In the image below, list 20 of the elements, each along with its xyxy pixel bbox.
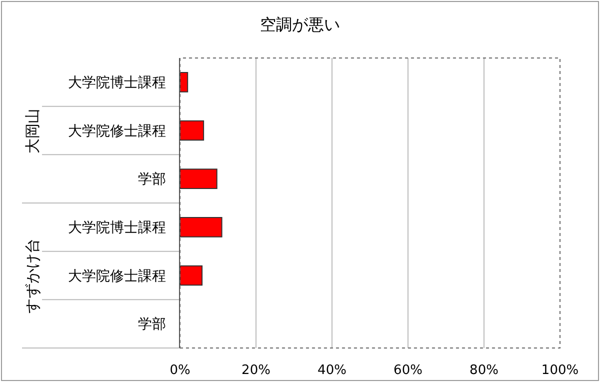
bar	[180, 120, 204, 141]
y-tick-label: 大学院修士課程	[68, 268, 166, 284]
y-tick-label: 学部	[138, 172, 166, 188]
bar	[180, 168, 218, 189]
x-tick-label: 20%	[242, 363, 270, 378]
bar	[180, 265, 203, 286]
x-tick-label: 40%	[318, 363, 346, 378]
y-tick-label: 大学院博士課程	[68, 75, 166, 92]
x-tick-label: 60%	[394, 363, 422, 378]
chart-title: 空調が悪い	[260, 15, 340, 34]
text: 大岡山	[23, 108, 42, 154]
x-tick-label: 100%	[541, 363, 579, 378]
y-tick-label: 大学院博士課程	[68, 220, 166, 236]
text: すずかけ台	[23, 238, 42, 314]
y-tick-label: 学部	[138, 316, 166, 333]
x-tick-label: 80%	[470, 363, 498, 378]
bar	[180, 217, 222, 238]
x-tick-label: 0%	[170, 363, 190, 378]
bar	[180, 72, 188, 92]
y-tick-label: 大学院修士課程	[68, 123, 166, 140]
